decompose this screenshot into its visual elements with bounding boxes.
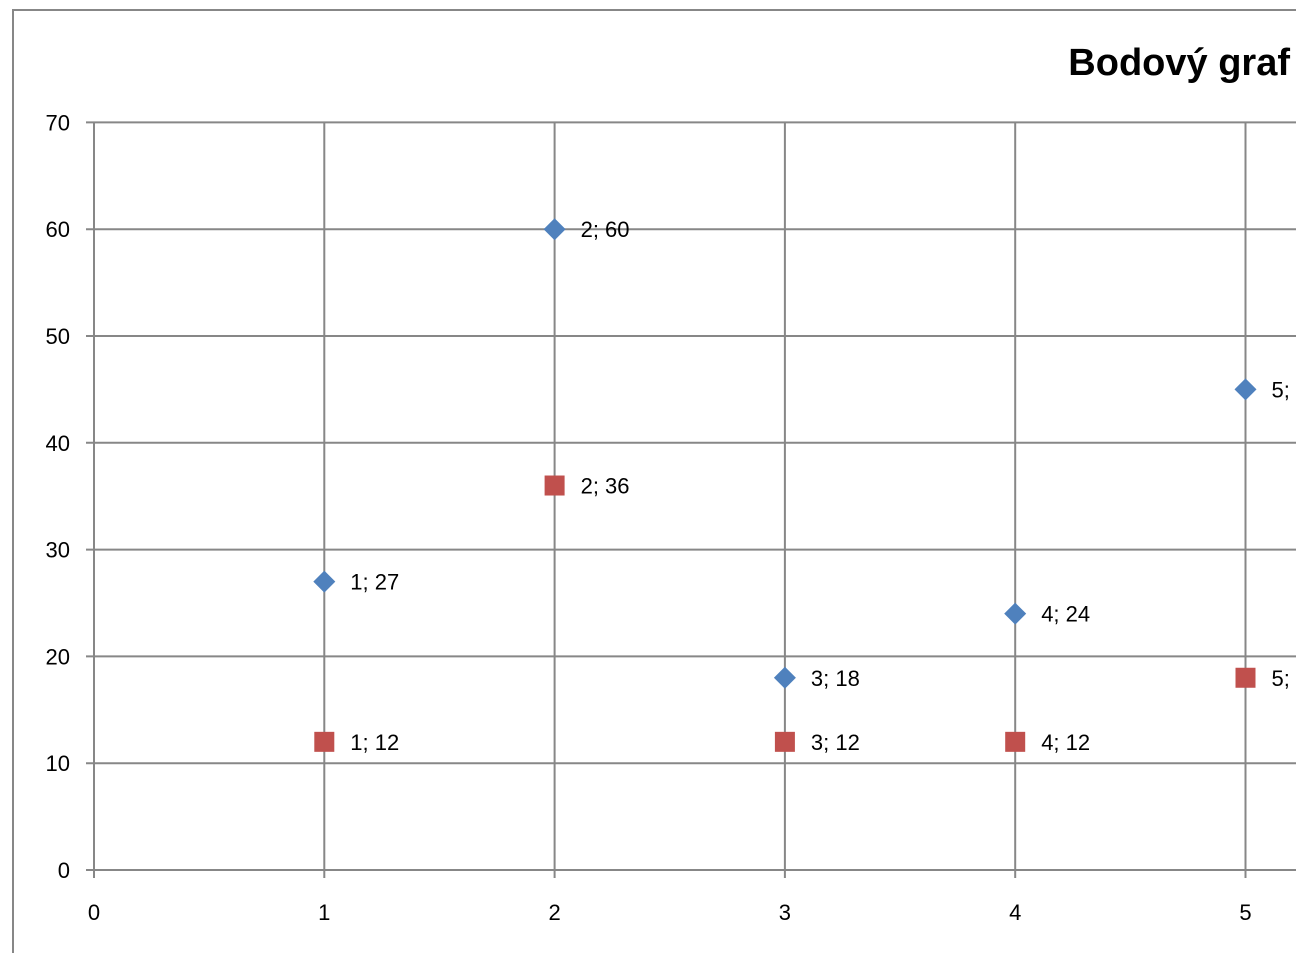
y-tick-label: 0 — [58, 858, 70, 883]
chart-area-border — [12, 9, 1296, 953]
point-diamond — [543, 218, 566, 241]
point-square — [314, 731, 335, 752]
data-label: 5; — [1272, 377, 1290, 402]
x-tick-label: 2 — [548, 900, 560, 925]
data-labels: 1; 27 2; 60 3; 18 4; 24 5; 1; 12 2; 36 3; 12 4; … — [350, 217, 1290, 755]
x-tick-label: 0 — [88, 900, 100, 925]
data-label: 3; 12 — [811, 730, 860, 755]
x-tick-label: 4 — [1009, 900, 1021, 925]
point-diamond — [1004, 602, 1027, 625]
y-tick-label: 10 — [46, 751, 70, 776]
y-tick-label: 70 — [46, 110, 70, 135]
chart-title: Bodový graf — [1068, 42, 1290, 84]
data-label: 4; 24 — [1041, 602, 1090, 627]
data-label: 2; 60 — [581, 217, 630, 242]
data-label: 5; — [1272, 666, 1290, 691]
x-tick-label: 5 — [1239, 900, 1251, 925]
point-diamond — [1234, 378, 1257, 401]
data-label: 2; 36 — [581, 474, 630, 499]
data-label: 4; 12 — [1041, 730, 1090, 755]
y-tick-label: 50 — [46, 324, 70, 349]
x-tick-label: 3 — [779, 900, 791, 925]
point-square — [544, 475, 565, 496]
data-label: 1; 27 — [350, 570, 399, 595]
tick-labels: 0 10 20 30 40 50 60 70 0 1 2 3 4 5 — [46, 110, 1252, 925]
point-diamond — [313, 570, 336, 593]
grid — [86, 121, 1296, 878]
point-square — [1005, 731, 1026, 752]
x-tick-label: 1 — [318, 900, 330, 925]
point-square — [1235, 667, 1256, 688]
point-diamond — [773, 666, 796, 689]
data-label: 1; 12 — [350, 730, 399, 755]
data-label: 3; 18 — [811, 666, 860, 691]
series — [313, 218, 1257, 752]
point-square — [774, 731, 795, 752]
y-tick-label: 60 — [46, 217, 70, 242]
y-tick-label: 20 — [46, 644, 70, 669]
y-tick-label: 30 — [46, 538, 70, 563]
y-tick-label: 40 — [46, 431, 70, 456]
